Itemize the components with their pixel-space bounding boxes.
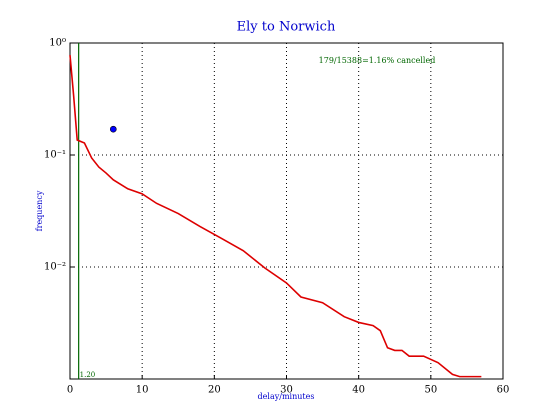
- threshold-label: 1.20: [80, 371, 96, 379]
- y-axis-label: frequency: [35, 190, 44, 231]
- x-tick-label: 0: [67, 385, 73, 396]
- x-axis-label: delay/minutes: [258, 392, 315, 401]
- chart-title: Ely to Norwich: [237, 20, 336, 35]
- marker-point: [110, 125, 117, 133]
- x-tick-label: 20: [208, 385, 221, 396]
- annotation: 179/15388=1.16% cancelled: [319, 56, 436, 65]
- x-tick-label: 50: [424, 385, 437, 396]
- plot-frame: [69, 42, 504, 380]
- x-tick-label: 30: [280, 385, 293, 396]
- x-tick-label: 40: [352, 385, 365, 396]
- x-tick-label: 10: [136, 385, 149, 396]
- y-tick-label: 10⁰: [49, 38, 66, 49]
- x-tick-label: 60: [497, 385, 510, 396]
- y-tick-label: 10⁻²: [44, 262, 66, 273]
- y-tick-label: 10⁻¹: [44, 150, 66, 161]
- data-line: [69, 55, 482, 378]
